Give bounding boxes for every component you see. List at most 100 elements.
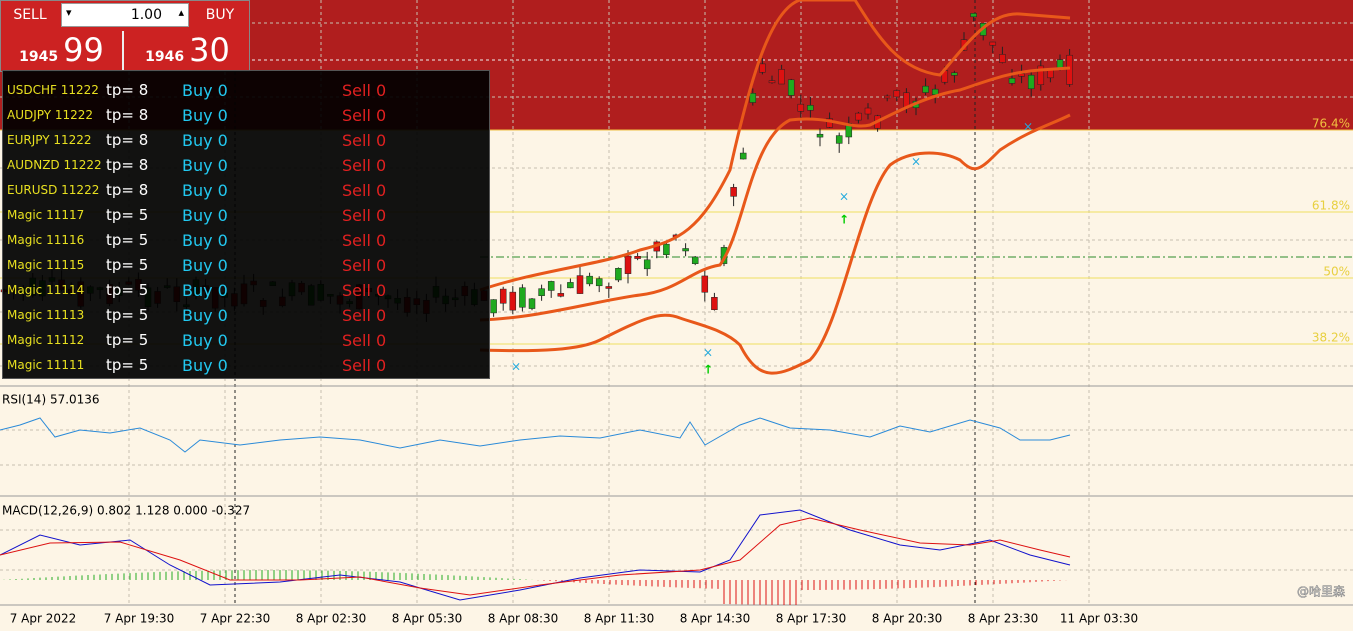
macd-line	[0, 509, 1071, 601]
ea-row: EURUSD 11222 tp= 8 Buy 0 Sell 0	[3, 178, 490, 203]
buy-button[interactable]: BUY	[205, 7, 235, 23]
sell-count: Sell 0	[342, 331, 387, 350]
candle	[682, 248, 689, 252]
macd-histogram	[3, 570, 1067, 605]
fib-label: 38.2%	[1312, 331, 1350, 345]
take-profit: tp= 8	[106, 131, 149, 149]
take-profit: tp= 8	[106, 181, 149, 199]
lot-value: 1.00	[130, 7, 162, 23]
take-profit: tp= 5	[106, 206, 149, 224]
candle	[528, 298, 536, 309]
buy-count: Buy 0	[182, 206, 228, 225]
take-profit: tp= 5	[106, 356, 149, 374]
macd-label: MACD(12,26,9) 0.802 1.128 0.000 -0.327	[2, 504, 250, 518]
candle	[739, 152, 747, 160]
candle	[691, 256, 699, 264]
sell-count: Sell 0	[342, 231, 387, 250]
ea-row: AUDNZD 11222 tp= 8 Buy 0 Sell 0	[3, 153, 490, 178]
sell-count: Sell 0	[342, 256, 387, 275]
candle	[509, 291, 517, 311]
ea-row: Magic 11112 tp= 5 Buy 0 Sell 0	[3, 328, 490, 353]
ea-row: USDCHF 11222 tp= 8 Buy 0 Sell 0	[3, 78, 490, 103]
candle	[883, 95, 891, 99]
trade-widget: SELL ▾ 1.00 ▴ BUY 1945 99 1946 30	[0, 0, 250, 72]
svg-text:↑: ↑	[839, 213, 849, 227]
candle	[567, 282, 574, 289]
symbol: AUDJPY 11222	[7, 108, 94, 122]
candle	[1066, 54, 1073, 85]
sell-count: Sell 0	[342, 306, 387, 325]
time-label: 8 Apr 02:30	[296, 612, 367, 626]
sell-count: Sell 0	[342, 281, 387, 300]
candle	[999, 54, 1006, 63]
take-profit: tp= 5	[106, 331, 149, 349]
bands	[479, 0, 1071, 375]
candle	[1018, 73, 1025, 77]
lot-box[interactable]: ▾ 1.00 ▴	[61, 3, 189, 27]
candle	[816, 133, 824, 138]
bid-pips: 99	[63, 31, 104, 69]
candle	[643, 259, 651, 270]
signals: × ↑ × ↑ × × ×	[511, 120, 1033, 377]
symbol: USDCHF 11222	[7, 83, 99, 97]
candle	[586, 275, 593, 285]
take-profit: tp= 8	[106, 106, 149, 124]
time-label: 8 Apr 17:30	[776, 612, 847, 626]
symbol: EURUSD 11222	[7, 183, 100, 197]
take-profit: tp= 5	[106, 281, 149, 299]
fib-label: 61.8%	[1312, 199, 1350, 213]
candle	[701, 275, 709, 293]
candle	[605, 286, 613, 289]
candle	[663, 243, 670, 255]
ea-row: Magic 11113 tp= 5 Buy 0 Sell 0	[3, 303, 490, 328]
ask-pips: 30	[189, 31, 230, 69]
candle	[538, 288, 545, 296]
ea-row: EURJPY 11222 tp= 8 Buy 0 Sell 0	[3, 128, 490, 153]
candle	[931, 88, 939, 95]
candle	[624, 255, 632, 274]
ea-row: Magic 11111 tp= 5 Buy 0 Sell 0	[3, 353, 490, 378]
candle	[807, 105, 814, 111]
take-profit: tp= 5	[106, 256, 149, 274]
candle	[615, 268, 622, 281]
time-label: 8 Apr 23:30	[968, 612, 1039, 626]
candle	[711, 297, 718, 310]
symbol: AUDNZD 11222	[7, 158, 102, 172]
candle	[749, 93, 757, 103]
candle	[787, 79, 795, 96]
svg-text:×: ×	[703, 346, 713, 360]
bid-price[interactable]: 1945 99	[1, 31, 124, 71]
rsi-label: RSI(14) 57.0136	[2, 393, 100, 407]
ea-row: Magic 11115 tp= 5 Buy 0 Sell 0	[3, 253, 490, 278]
candle	[864, 107, 872, 115]
svg-text:×: ×	[911, 155, 921, 169]
candle	[634, 256, 641, 259]
buy-count: Buy 0	[182, 106, 228, 125]
svg-text:↑: ↑	[703, 363, 713, 377]
watermark: @哈里森	[1297, 584, 1345, 599]
time-axis: 7 Apr 2022 7 Apr 19:30 7 Apr 22:30 8 Apr 02…	[10, 612, 1138, 626]
time-label: 8 Apr 08:30	[488, 612, 559, 626]
fib-label: 76.4%	[1312, 117, 1350, 131]
time-label: 8 Apr 20:30	[872, 612, 943, 626]
buy-count: Buy 0	[182, 306, 228, 325]
buy-count: Buy 0	[182, 131, 228, 150]
symbol: Magic 11113	[7, 308, 85, 322]
candle	[989, 41, 997, 46]
buy-count: Buy 0	[182, 356, 228, 375]
time-label: 8 Apr 05:30	[392, 612, 463, 626]
ask-price[interactable]: 1946 30	[126, 31, 249, 71]
symbol: Magic 11117	[7, 208, 85, 222]
symbol: Magic 11111	[7, 358, 85, 372]
candle	[499, 288, 507, 304]
buy-count: Buy 0	[182, 281, 228, 300]
candle	[1027, 74, 1035, 90]
symbol: Magic 11115	[7, 258, 85, 272]
buy-count: Buy 0	[182, 231, 228, 250]
candle	[595, 278, 603, 287]
sell-button[interactable]: SELL	[13, 7, 47, 23]
candle	[547, 281, 555, 291]
candle	[835, 135, 843, 144]
ea-panel: USDCHF 11222 tp= 8 Buy 0 Sell 0 AUDJPY 11222…	[2, 70, 490, 379]
